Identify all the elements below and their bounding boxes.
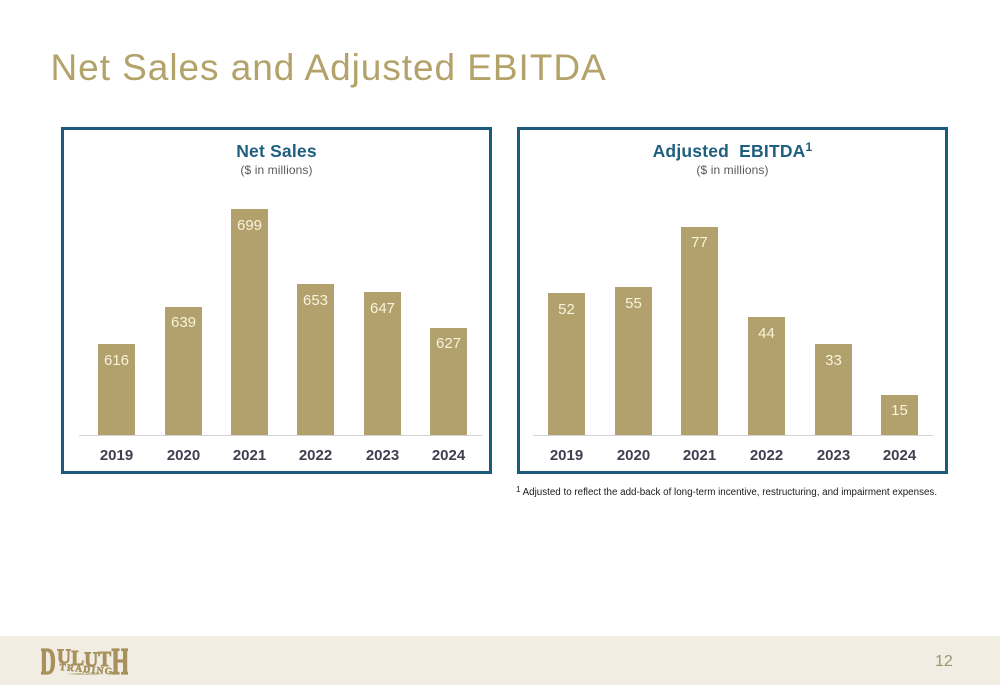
svg-text:U: U: [57, 648, 71, 669]
svg-text:H: H: [112, 648, 129, 675]
svg-text:L: L: [71, 648, 84, 670]
svg-text:CO: CO: [82, 672, 90, 675]
svg-text:U: U: [84, 649, 98, 672]
svg-text:TRADING: TRADING: [59, 663, 113, 675]
svg-text:D: D: [41, 648, 56, 675]
svg-text:T: T: [98, 648, 111, 671]
